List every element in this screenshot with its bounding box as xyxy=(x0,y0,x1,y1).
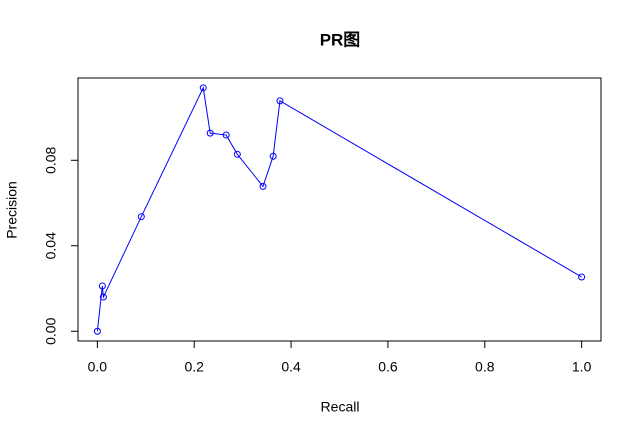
x-tick-label: 0.8 xyxy=(475,359,495,375)
plot-box xyxy=(77,77,602,342)
y-axis-label: Precision xyxy=(4,181,20,239)
point xyxy=(222,131,230,139)
point xyxy=(206,129,214,137)
x-axis-label: Recall xyxy=(321,399,360,415)
y-tick-label: 0.00 xyxy=(43,317,59,344)
x-tick-label: 0.2 xyxy=(184,359,204,375)
x-tick-label: 0.6 xyxy=(378,359,398,375)
point xyxy=(99,293,107,301)
x-tick-label: 0.4 xyxy=(281,359,301,375)
x-tick-label: 0.0 xyxy=(88,359,108,375)
point xyxy=(233,150,241,158)
line xyxy=(96,86,582,332)
point xyxy=(98,282,106,290)
point xyxy=(259,182,267,190)
y-tick-label: 0.08 xyxy=(43,146,59,173)
point xyxy=(93,327,101,335)
point xyxy=(578,273,586,281)
point xyxy=(199,84,207,92)
point xyxy=(276,97,284,105)
y-tick-label: 0.04 xyxy=(43,232,59,259)
point xyxy=(137,213,145,221)
point xyxy=(269,152,277,160)
chart-title: PR图 xyxy=(320,30,361,49)
x-tick-label: 1.0 xyxy=(572,359,592,375)
